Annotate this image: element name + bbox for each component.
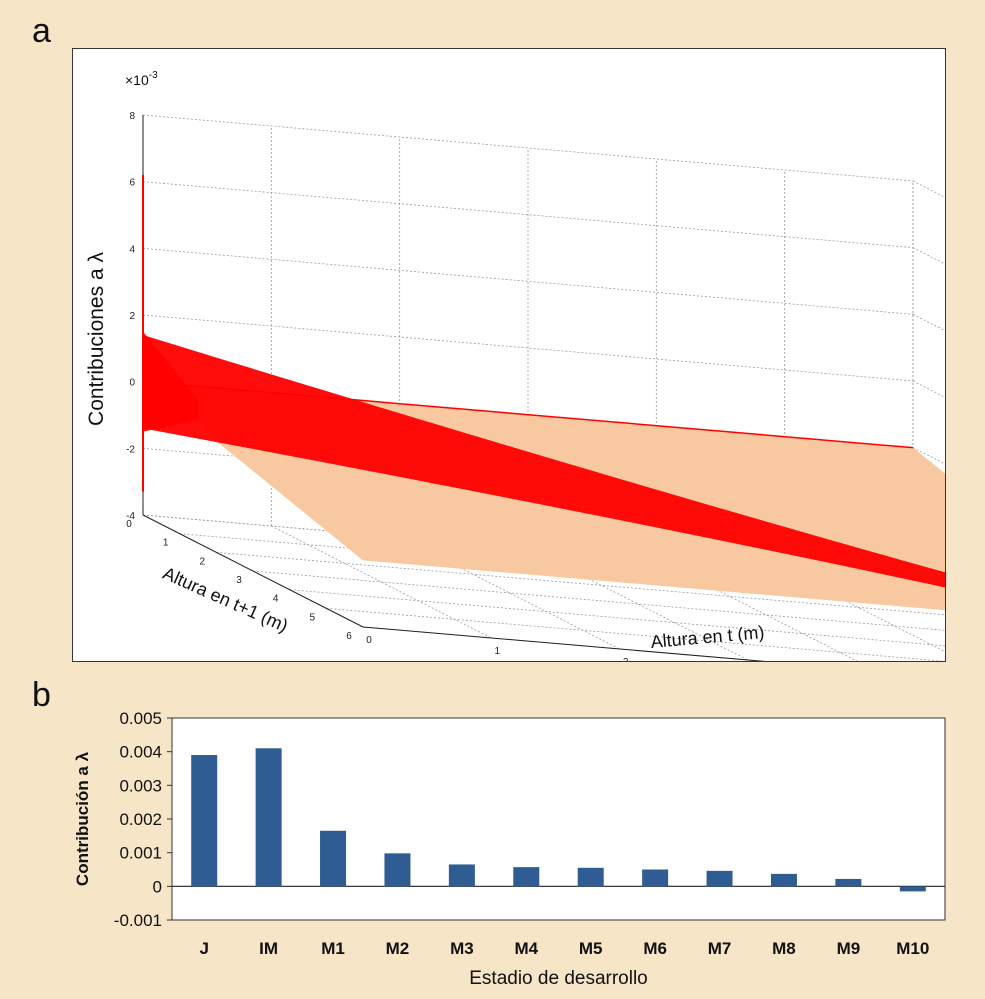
y-tick-label: 1 bbox=[163, 538, 169, 549]
grid-line bbox=[142, 314, 914, 382]
z-tick-label: -2 bbox=[126, 444, 135, 455]
bar-m9 bbox=[835, 878, 862, 887]
x-tick-label: M2 bbox=[386, 939, 410, 958]
y-axis-title: Contribución a λ bbox=[73, 751, 92, 886]
x-tick-label: 0 bbox=[366, 635, 372, 646]
y-tick-label: -0.001 bbox=[114, 911, 162, 930]
y-tick-label: 0.001 bbox=[119, 844, 162, 863]
y-tick-label: 0.003 bbox=[119, 776, 162, 795]
x-tick-label: M5 bbox=[579, 939, 603, 958]
y-tick-label: 6 bbox=[346, 631, 352, 642]
y-tick-label: 0 bbox=[153, 877, 162, 896]
y-tick-label: 2 bbox=[200, 556, 206, 567]
grid-line bbox=[912, 180, 945, 198]
z-axis-title: Contribuciones a λ bbox=[85, 252, 108, 426]
x-tick-label: 1 bbox=[495, 646, 501, 657]
x-tick-label: M9 bbox=[837, 939, 861, 958]
x-axis-line bbox=[362, 626, 766, 661]
z-tick-label: 4 bbox=[129, 244, 135, 255]
z-tick-label: 6 bbox=[129, 178, 135, 189]
z-tick-label: 8 bbox=[129, 111, 135, 122]
grid-line bbox=[252, 570, 945, 631]
panel-b-letter: b bbox=[32, 676, 51, 714]
bar-j bbox=[191, 755, 218, 887]
bar-m8 bbox=[770, 873, 797, 887]
y-tick-label: 4 bbox=[273, 594, 279, 605]
x-tick-label: M8 bbox=[772, 939, 796, 958]
bar-m2 bbox=[384, 853, 411, 887]
surface-front-band bbox=[143, 331, 198, 432]
z-tick-label: 2 bbox=[129, 311, 135, 322]
grid-line bbox=[216, 551, 945, 616]
y-tick-label: 5 bbox=[310, 612, 316, 623]
z-tick-label: -4 bbox=[126, 511, 135, 522]
panel-a-letter: a bbox=[32, 12, 51, 50]
bar-m1 bbox=[320, 830, 347, 887]
x-tick-label: M7 bbox=[708, 939, 732, 958]
x-tick-label: J bbox=[199, 939, 208, 958]
y-tick-label: 3 bbox=[236, 575, 242, 586]
z-tick-label: 0 bbox=[129, 378, 135, 389]
surface-diagonal-ribbon bbox=[143, 335, 945, 588]
bar-m5 bbox=[577, 867, 604, 887]
grid-line bbox=[289, 589, 945, 647]
y-tick-label: 0.002 bbox=[119, 810, 162, 829]
y-tick-label: 0.005 bbox=[119, 709, 162, 728]
surface-plot-panel: -4-20246801234560123456×10-3Contribucion… bbox=[72, 48, 946, 662]
bar-m7 bbox=[706, 870, 733, 887]
grid-line bbox=[142, 114, 914, 182]
x-tick-label: M4 bbox=[514, 939, 538, 958]
x-axis-title: Altura en t (m) bbox=[650, 622, 765, 652]
y-axis-line bbox=[142, 514, 364, 628]
x-tick-label: IM bbox=[259, 939, 278, 958]
exponent-power: -3 bbox=[149, 70, 158, 81]
x-tick-label: 2 bbox=[623, 657, 629, 661]
grid-line bbox=[326, 607, 945, 661]
y-tick-label: 0.004 bbox=[119, 743, 162, 762]
plot-area bbox=[171, 717, 946, 921]
surface-plot: -4-20246801234560123456×10-3Contribucion… bbox=[85, 70, 945, 661]
grid-line bbox=[912, 247, 945, 265]
x-tick-label: M1 bbox=[321, 939, 345, 958]
bar-m4 bbox=[513, 867, 540, 887]
bar-im bbox=[255, 748, 282, 887]
y-tick-label: 0 bbox=[126, 519, 132, 530]
exponent-label: ×10-3 bbox=[125, 70, 158, 88]
bar-chart: -0.001 0 0.001 0.002 0.003 0.004 0.005 J IM M1 M2 M… bbox=[73, 709, 946, 989]
bar-m6 bbox=[642, 869, 669, 887]
grid-line bbox=[912, 313, 945, 332]
bar-m3 bbox=[448, 864, 475, 887]
x-tick-label: M3 bbox=[450, 939, 474, 958]
x-tick-label: M10 bbox=[896, 939, 929, 958]
grid-line bbox=[142, 181, 914, 249]
bar-chart-panel: -0.001 0 0.001 0.002 0.003 0.004 0.005 J IM M1 M2 M… bbox=[0, 690, 985, 999]
grid-line bbox=[142, 247, 914, 315]
y-axis-title: Altura en t+1 (m) bbox=[160, 563, 291, 636]
x-axis-title: Estadio de desarrollo bbox=[469, 968, 648, 989]
x-tick-label: M6 bbox=[643, 939, 667, 958]
exponent-base: ×10 bbox=[125, 72, 149, 88]
bar-m10 bbox=[899, 886, 926, 892]
